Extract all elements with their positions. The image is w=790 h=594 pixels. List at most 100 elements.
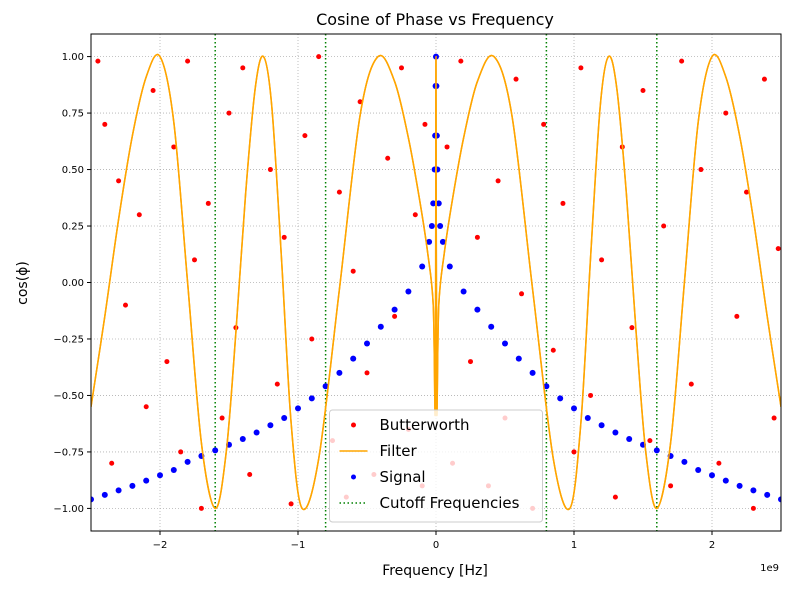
point — [734, 313, 740, 319]
point — [661, 223, 667, 229]
point — [668, 483, 674, 489]
point — [170, 467, 177, 474]
point — [115, 487, 122, 494]
point — [474, 306, 481, 313]
point — [364, 370, 370, 376]
point — [164, 359, 170, 365]
point — [458, 58, 464, 64]
point — [336, 189, 342, 195]
chart-title: Cosine of Phase vs Frequency — [316, 10, 554, 29]
point — [688, 381, 694, 387]
point — [750, 487, 757, 494]
point — [129, 482, 136, 489]
point — [446, 263, 453, 270]
point — [281, 415, 288, 422]
point — [247, 472, 253, 478]
legend-box — [329, 409, 543, 523]
point — [716, 460, 722, 466]
legend-label: Butterworth — [380, 416, 470, 434]
point — [557, 395, 564, 402]
point — [178, 449, 184, 455]
point — [430, 200, 437, 207]
point — [350, 355, 357, 362]
point — [377, 323, 384, 330]
point — [640, 87, 646, 93]
point — [681, 458, 688, 465]
point — [123, 302, 128, 308]
y-tick-label: 0.50 — [62, 165, 84, 176]
point — [143, 404, 149, 410]
point — [698, 167, 704, 173]
point — [541, 121, 547, 127]
point — [626, 436, 633, 443]
series-layer — [91, 34, 781, 531]
point — [468, 359, 473, 365]
point — [350, 268, 356, 274]
point — [226, 110, 232, 116]
point — [101, 491, 108, 498]
point — [679, 58, 685, 64]
y-tick-label: −0.25 — [53, 334, 84, 345]
legend: Butterworth Filter Signal Cutoff Frequencie… — [329, 409, 543, 523]
point — [612, 494, 618, 500]
point — [437, 223, 444, 230]
point — [143, 477, 150, 484]
point — [192, 257, 197, 263]
point — [316, 54, 322, 60]
point — [439, 238, 446, 245]
legend-label: Filter — [380, 442, 418, 460]
point — [771, 415, 777, 421]
point — [240, 65, 246, 71]
point — [109, 460, 115, 466]
point — [412, 212, 418, 218]
point — [495, 178, 501, 184]
x-tick-label: 1 — [571, 540, 577, 551]
point — [599, 257, 605, 263]
point — [571, 449, 577, 455]
point — [426, 238, 433, 245]
legend-label: Signal — [380, 468, 426, 486]
point — [405, 288, 412, 295]
point — [736, 482, 743, 489]
y-tick-label: 0.25 — [62, 222, 84, 233]
point — [653, 447, 660, 454]
point — [723, 110, 729, 116]
y-tick-label: 0.00 — [62, 278, 84, 289]
point — [778, 496, 781, 503]
point — [219, 415, 225, 421]
point — [513, 76, 519, 82]
point — [612, 429, 619, 436]
legend-label: Cutoff Frequencies — [380, 494, 520, 512]
point — [267, 167, 273, 173]
point — [150, 87, 156, 93]
x-tick-label: −2 — [153, 540, 168, 551]
point — [391, 306, 398, 313]
point — [571, 405, 577, 412]
point — [435, 200, 442, 207]
point — [543, 383, 550, 390]
point — [744, 189, 749, 195]
point — [357, 99, 363, 105]
point — [157, 472, 163, 479]
x-axis-label: Frequency [Hz] — [382, 563, 488, 579]
point — [515, 355, 522, 362]
point — [502, 340, 508, 347]
point — [629, 325, 635, 331]
point — [364, 340, 370, 347]
x-tick-label: −1 — [291, 540, 306, 551]
point — [295, 405, 301, 412]
y-tick-label: −1.00 — [53, 504, 84, 515]
point — [775, 246, 781, 252]
point — [95, 58, 101, 64]
point — [267, 422, 274, 429]
point — [460, 288, 467, 295]
point — [288, 501, 294, 507]
point — [695, 467, 702, 474]
y-tick-label: 0.75 — [62, 109, 84, 120]
point — [560, 200, 566, 206]
point — [322, 383, 329, 390]
point — [761, 76, 767, 82]
point — [336, 369, 343, 376]
point — [428, 223, 435, 230]
